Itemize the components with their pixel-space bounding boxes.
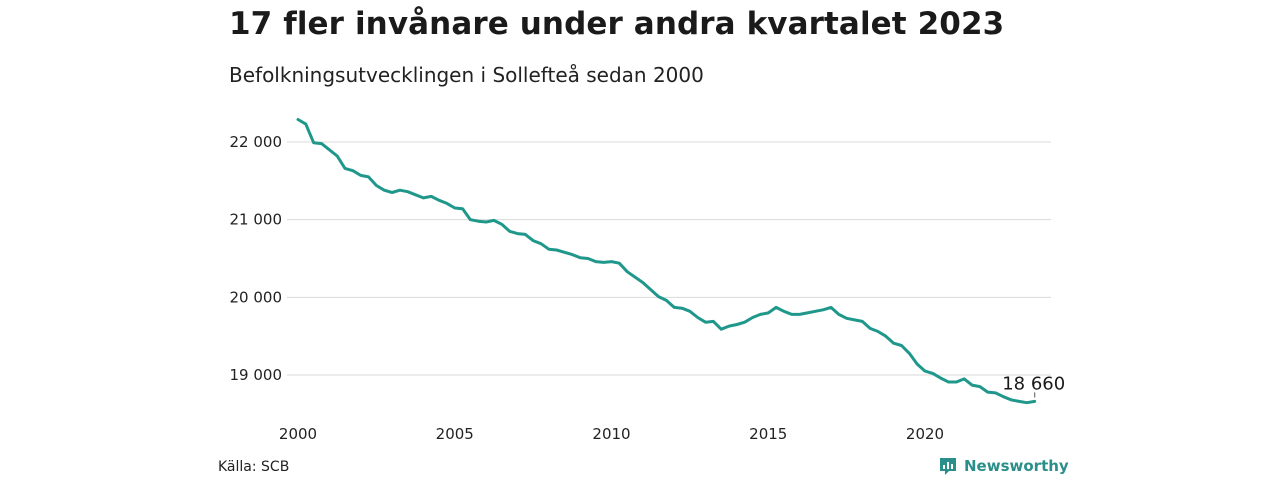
- chart-subtitle: Befolkningsutvecklingen i Sollefteå seda…: [229, 63, 704, 87]
- x-tick-label: 2005: [436, 425, 474, 443]
- gridlines: [287, 141, 1051, 376]
- brand-name: Newsworthy: [964, 457, 1069, 475]
- annotation-layer: 18 660: [1002, 373, 1065, 398]
- chart-title: 17 fler invånare under andra kvartalet 2…: [229, 6, 1005, 42]
- y-axis-tick-labels: 19 000 20 000 21 000 22 000: [230, 133, 283, 384]
- y-tick-label: 21 000: [230, 211, 283, 229]
- x-tick-label: 2000: [279, 425, 317, 443]
- y-tick-label: 22 000: [230, 133, 283, 151]
- y-tick-label: 19 000: [230, 366, 283, 384]
- x-tick-label: 2015: [749, 425, 787, 443]
- x-tick-label: 2020: [906, 425, 944, 443]
- series-line: [296, 118, 1037, 405]
- series-layer: [296, 118, 1037, 405]
- bar-chart-logo-icon: [940, 458, 956, 475]
- y-tick-label: 20 000: [230, 288, 283, 306]
- x-tick-label: 2010: [592, 425, 630, 443]
- newsworthy-brand: Newsworthy: [938, 456, 1069, 476]
- end-value-label: 18 660: [1002, 373, 1065, 394]
- x-axis-tick-labels: 2000 2005 2010 2015 2020: [279, 425, 944, 443]
- source-note: Källa: SCB: [218, 459, 290, 475]
